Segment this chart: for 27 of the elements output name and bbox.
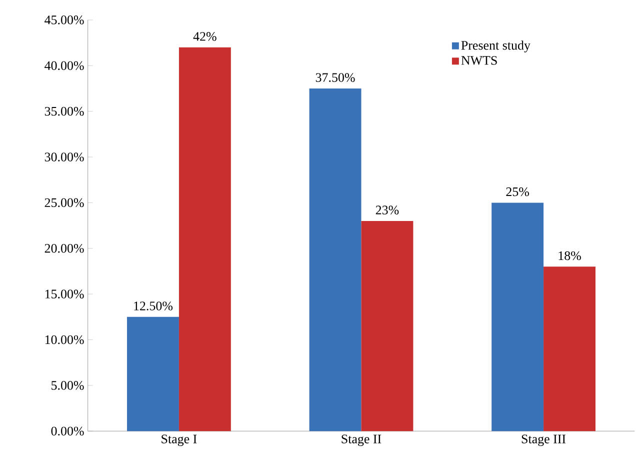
- data-label: 42%: [193, 32, 216, 41]
- y-tick-label: 0.00%: [51, 426, 84, 436]
- data-label: 12.50%: [134, 302, 173, 310]
- bar: [361, 220, 414, 432]
- data-label: 25%: [506, 187, 530, 196]
- y-tick-label: 20.00%: [44, 244, 84, 253]
- legend-label: NWTS: [461, 56, 497, 65]
- y-tick-label: 25.00%: [44, 198, 84, 208]
- bar: [127, 316, 179, 432]
- data-label: 37.50%: [316, 73, 355, 82]
- x-tick-label: Stage III: [522, 434, 566, 446]
- y-tick-label: 30.00%: [44, 152, 84, 162]
- y-tick-label: 10.00%: [45, 335, 84, 344]
- bar: [178, 47, 231, 432]
- y-tick-label: 40.00%: [44, 61, 84, 70]
- bar: [544, 266, 596, 432]
- data-label: 23%: [376, 206, 399, 214]
- bar: [309, 88, 362, 432]
- legend-label: Present study: [461, 40, 530, 52]
- x-tick-label: Stage II: [342, 434, 382, 446]
- x-tick-label: Stage I: [162, 434, 197, 446]
- data-label: 18%: [558, 251, 581, 260]
- y-tick-label: 15.00%: [45, 290, 84, 298]
- y-tick-label: 35.00%: [44, 106, 84, 116]
- y-tick-label: 5.00%: [52, 381, 84, 390]
- bar: [492, 202, 544, 432]
- y-tick-label: 45.00%: [44, 16, 84, 24]
